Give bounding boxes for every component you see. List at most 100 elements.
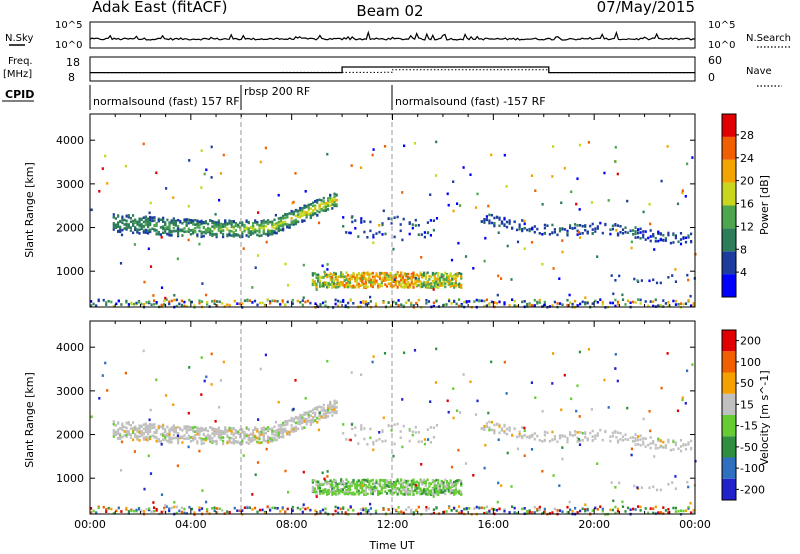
power-echo-cell [215,223,218,226]
power-echo-cell [170,229,173,233]
velocity-echo-cell [569,431,572,434]
velocity-echo-cell [664,446,667,449]
power-echo-cell [183,227,186,230]
velocity-echo-cell [249,438,252,441]
velocity-echo-cell [258,441,261,445]
power-echo-cell [460,304,463,307]
power-echo-cell [483,259,486,263]
velocity-echo-cell [684,443,688,447]
velocity-echo-cell [381,430,384,434]
power-echo-cell [248,299,251,302]
velocity-echo-cell [281,507,284,511]
velocity-echo-cell [361,485,364,489]
power-echo-cell [341,273,344,276]
power-echo-cell [260,234,263,237]
velocity-echo-cell [456,409,459,412]
velocity-echo-cell [424,480,427,483]
power-echo-cell [619,225,622,228]
power-echo-cell [626,231,630,234]
power-echo-cell [437,286,440,289]
power-echo-cell [271,229,274,233]
velocity-echo-cell [391,484,394,488]
power-echo-cell [294,214,297,218]
power-echo-cell [324,281,327,284]
power-echo-cell [364,300,367,303]
velocity-echo-cell [262,435,265,439]
velocity-echo-cell [217,434,220,437]
velocity-echo-cell [155,431,158,435]
velocity-echo-cell [294,429,297,433]
power-echo-cell [211,300,214,303]
power-echo-cell [265,240,268,244]
power-echo-cell [681,189,684,192]
power-echo-cell [257,211,260,214]
velocity-echo-cell [616,431,620,434]
velocity-echo-cell [453,491,456,494]
power-echo-cell [526,305,529,308]
power-echo-cell [657,239,660,243]
colorbar-tick-label: -200 [740,483,765,496]
velocity-echo-cell [419,487,422,491]
power-echo-cell [301,303,304,307]
velocity-echo-cell [264,427,267,431]
velocity-echo-cell [401,483,404,486]
power-echo-cell [596,255,599,258]
velocity-echo-cell [309,423,312,427]
power-echo-cell [329,193,332,197]
velocity-echo-cell [222,442,225,446]
power-echo-cell [438,281,442,285]
velocity-echo-cell [465,507,468,510]
velocity-echo-cell [674,441,677,444]
velocity-echo-cell [672,440,675,444]
power-echo-cell [459,204,462,207]
power-echo-cell [162,219,165,222]
velocity-echo-cell [290,424,293,427]
power-echo-cell [568,293,571,297]
velocity-echo-cell [437,479,440,482]
velocity-echo-cell [117,430,120,433]
velocity-echo-cell [581,431,584,435]
power-echo-cell [239,226,242,229]
velocity-echo-cell [196,432,199,436]
velocity-echo-cell [336,492,339,496]
velocity-echo-cell [351,427,354,431]
velocity-echo-cell [378,484,382,488]
power-echo-cell [177,225,180,228]
power-echo-cell [523,300,526,303]
power-echo-cell [558,229,562,233]
power-echo-cell [286,300,289,304]
power-echo-cell [333,271,336,275]
velocity-echo-cell [226,441,229,445]
power-echo-cell [216,300,219,303]
power-echo-cell [566,231,569,235]
velocity-echo-cell [224,430,227,433]
power-echo-cell [630,246,633,250]
velocity-echo-cell [543,430,546,434]
velocity-echo-cell [144,438,147,441]
velocity-echo-cell [594,506,597,510]
velocity-echo-cell [458,492,461,495]
power-echo-cell [569,301,572,305]
velocity-echo-cell [607,406,610,409]
velocity-echo-cell [426,493,429,496]
velocity-echo-cell [576,431,579,434]
velocity-echo-cell [132,438,135,442]
power-echo-cell [176,227,179,231]
velocity-echo-cell [546,431,549,434]
power-echo-cell [444,271,447,275]
power-echo-cell [125,215,128,218]
velocity-echo-cell [330,482,333,486]
power-echo-cell [299,301,302,304]
velocity-echo-cell [412,492,415,496]
power-echo-cell [552,267,555,270]
power-echo-cell [142,229,145,232]
power-echo-cell [423,274,426,277]
power-echo-cell [366,236,369,239]
velocity-echo-cell [273,430,276,433]
power-echo-cell [621,228,625,231]
velocity-echo-cell [215,428,218,431]
power-echo-cell [596,301,599,304]
velocity-echo-cell [420,463,423,466]
